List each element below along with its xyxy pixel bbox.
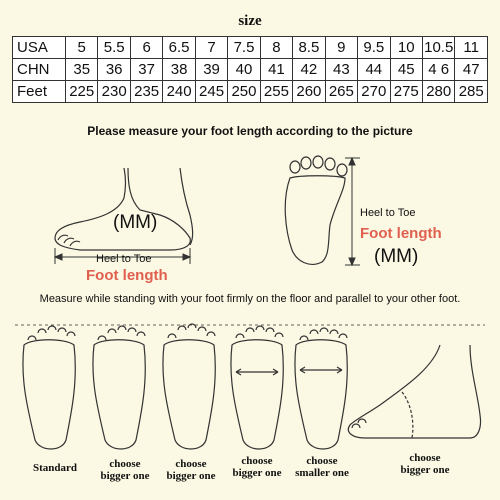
side-unit-label: (MM) bbox=[113, 212, 158, 233]
foot-type-caption: Standard bbox=[15, 462, 95, 474]
foot-outline-high-instep bbox=[347, 344, 482, 439]
size-cell: 35 bbox=[64, 58, 99, 81]
foot-type-caption: choose smaller one bbox=[282, 455, 362, 479]
caption-line-1: choose bbox=[109, 458, 141, 470]
size-cell: 8.5 bbox=[292, 36, 326, 59]
size-cell: 260 bbox=[292, 80, 326, 103]
caption-line-1: choose bbox=[175, 458, 207, 470]
caption-line-1: choose bbox=[241, 455, 273, 467]
size-cell: 10 bbox=[389, 36, 423, 59]
side-foot-length-label: Foot length bbox=[86, 267, 168, 284]
caption-line-2: smaller one bbox=[295, 467, 349, 479]
size-cell: 9.5 bbox=[357, 36, 391, 59]
size-cell: 285 bbox=[454, 80, 488, 103]
caption-line-2: bigger one bbox=[232, 467, 282, 479]
size-cell: 4 6 bbox=[421, 58, 456, 81]
caption-line-2: bigger one bbox=[166, 470, 216, 482]
sole-measure-arrow bbox=[345, 156, 360, 267]
foot-type-caption: choose bigger one bbox=[85, 458, 165, 482]
foot-type-caption: choose bigger one bbox=[151, 458, 231, 482]
size-cell: 10.5 bbox=[421, 36, 456, 59]
sole-unit-label: (MM) bbox=[374, 246, 419, 267]
foot-outline-type-3 bbox=[162, 323, 216, 450]
size-cell: 250 bbox=[227, 80, 261, 103]
foot-outline-type-4 bbox=[230, 325, 284, 450]
size-cell: 280 bbox=[421, 80, 456, 103]
measure-instruction: Please measure your foot length accordin… bbox=[87, 124, 413, 138]
caption-line-2: bigger one bbox=[100, 470, 150, 482]
foot-type-caption: choose bigger one bbox=[217, 455, 297, 479]
size-cell: 270 bbox=[357, 80, 391, 103]
size-title: size bbox=[238, 13, 262, 29]
size-cell: 41 bbox=[259, 58, 294, 81]
foot-type-caption: choose bigger one bbox=[385, 452, 465, 476]
foot-outline-type-2 bbox=[92, 325, 146, 450]
size-cell: 265 bbox=[324, 80, 359, 103]
measurement-note: Measure while standing with your foot fi… bbox=[39, 293, 461, 305]
sole-heel-to-toe-label: Heel to Toe bbox=[360, 207, 416, 219]
foot-outline-standard bbox=[22, 325, 76, 450]
side-foot-drawing bbox=[54, 167, 194, 251]
sole-foot-length-label: Foot length bbox=[360, 225, 442, 242]
size-row-usa: USA 5 5.5 6 6.5 7 7.5 8 8.5 9 9.5 10 10.5 11 bbox=[12, 36, 488, 59]
sole-foot-drawing bbox=[284, 155, 348, 265]
size-cell: 235 bbox=[129, 80, 164, 103]
size-row-chn: CHN 35 36 37 38 39 40 41 42 43 44 45 4 6 47 bbox=[12, 58, 488, 81]
caption-line-1: Standard bbox=[32, 462, 78, 474]
size-row-feet: Feet 225 230 235 240 245 250 255 260 265 270 275 280… bbox=[12, 80, 488, 103]
size-cell: 275 bbox=[389, 80, 423, 103]
side-heel-to-toe-label: Heel to Toe bbox=[96, 253, 152, 265]
caption-line-2: bigger one bbox=[400, 464, 450, 476]
foot-outline-type-5 bbox=[294, 327, 348, 450]
side-measure-arrow bbox=[53, 248, 192, 264]
size-cell: 255 bbox=[259, 80, 294, 103]
caption-line-1: choose bbox=[409, 452, 441, 464]
caption-line-1: choose bbox=[306, 455, 338, 467]
size-chart-table: USA 5 5.5 6 6.5 7 7.5 8 8.5 9 9.5 10 10.5 11 CHN 35 36 37… bbox=[12, 36, 488, 103]
